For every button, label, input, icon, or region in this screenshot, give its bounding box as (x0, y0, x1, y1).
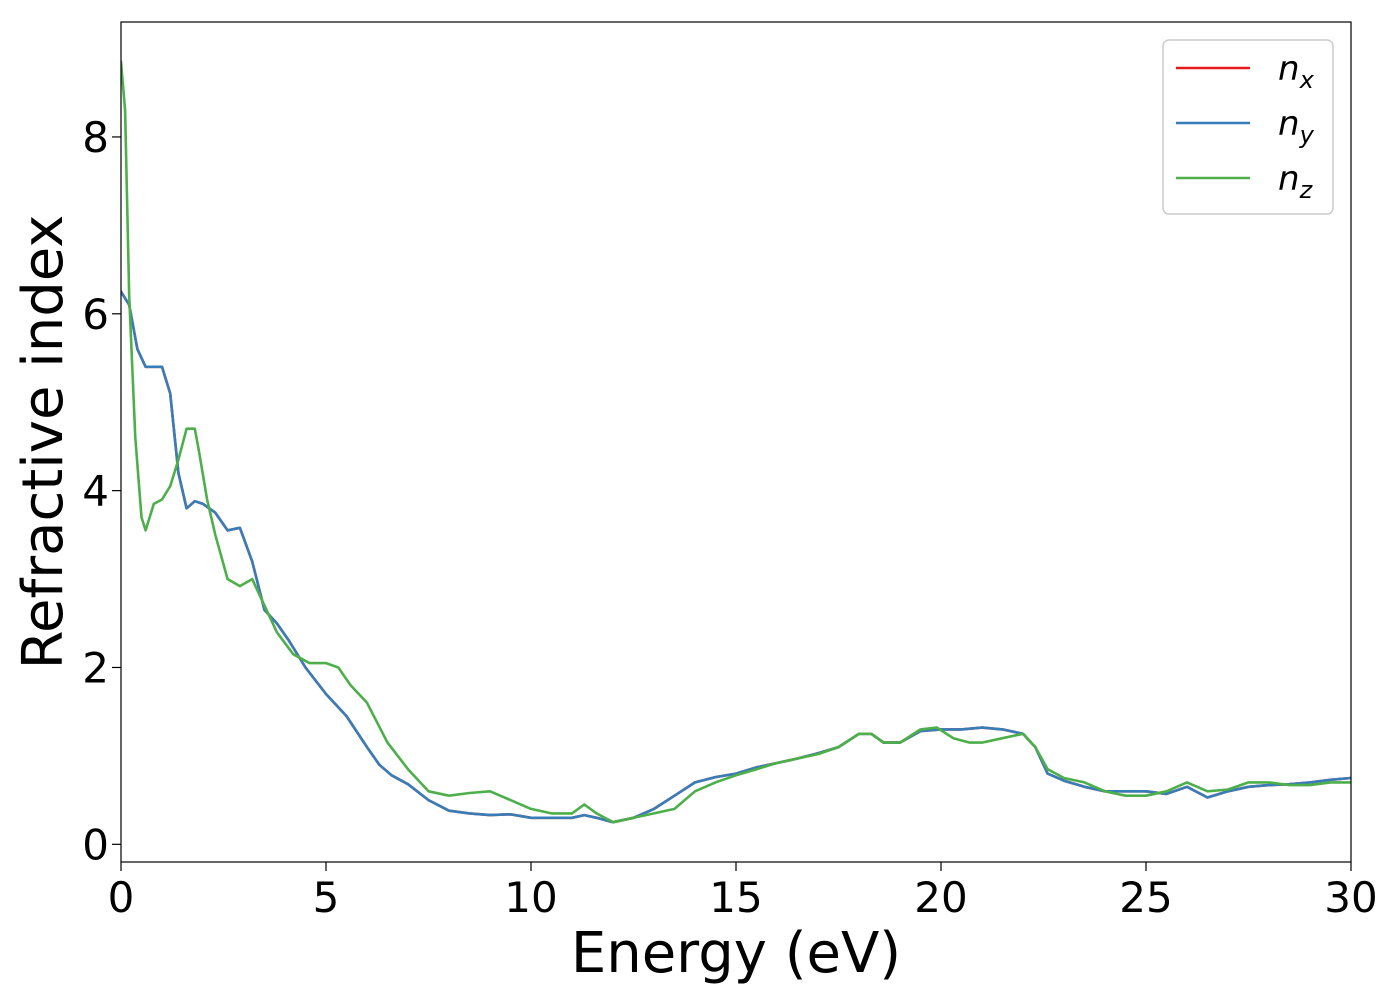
x-tick-label: 15 (709, 873, 762, 922)
series-line-nz (121, 60, 1351, 824)
y-tick-label: 6 (82, 290, 109, 339)
y-axis-title: Refractive index (11, 215, 76, 670)
legend-box (1162, 39, 1334, 215)
legend-label-nx: nx (1278, 49, 1315, 94)
x-tick-label: 25 (1119, 873, 1172, 922)
legend-subscript: z (1299, 176, 1314, 204)
y-tick-label: 8 (82, 113, 109, 162)
legend-subscript: y (1299, 121, 1315, 149)
x-tick-label: 0 (108, 873, 135, 922)
x-tick-label: 30 (1324, 873, 1377, 922)
y-tick-label: 4 (82, 467, 109, 516)
y-axis: 0 2 4 6 8 (82, 113, 121, 869)
x-axis-title: Energy (eV) (571, 921, 901, 986)
y-tick-label: 0 (82, 820, 109, 869)
series-layer (121, 60, 1351, 824)
x-tick-label: 10 (504, 873, 557, 922)
y-tick-label: 2 (82, 643, 109, 692)
x-axis: 0 5 10 15 20 25 30 (108, 862, 1378, 922)
x-tick-label: 5 (313, 873, 340, 922)
legend-subscript: x (1299, 66, 1315, 94)
legend-label-ny: ny (1278, 104, 1315, 149)
x-tick-label: 20 (914, 873, 967, 922)
plot-area (120, 21, 1352, 863)
